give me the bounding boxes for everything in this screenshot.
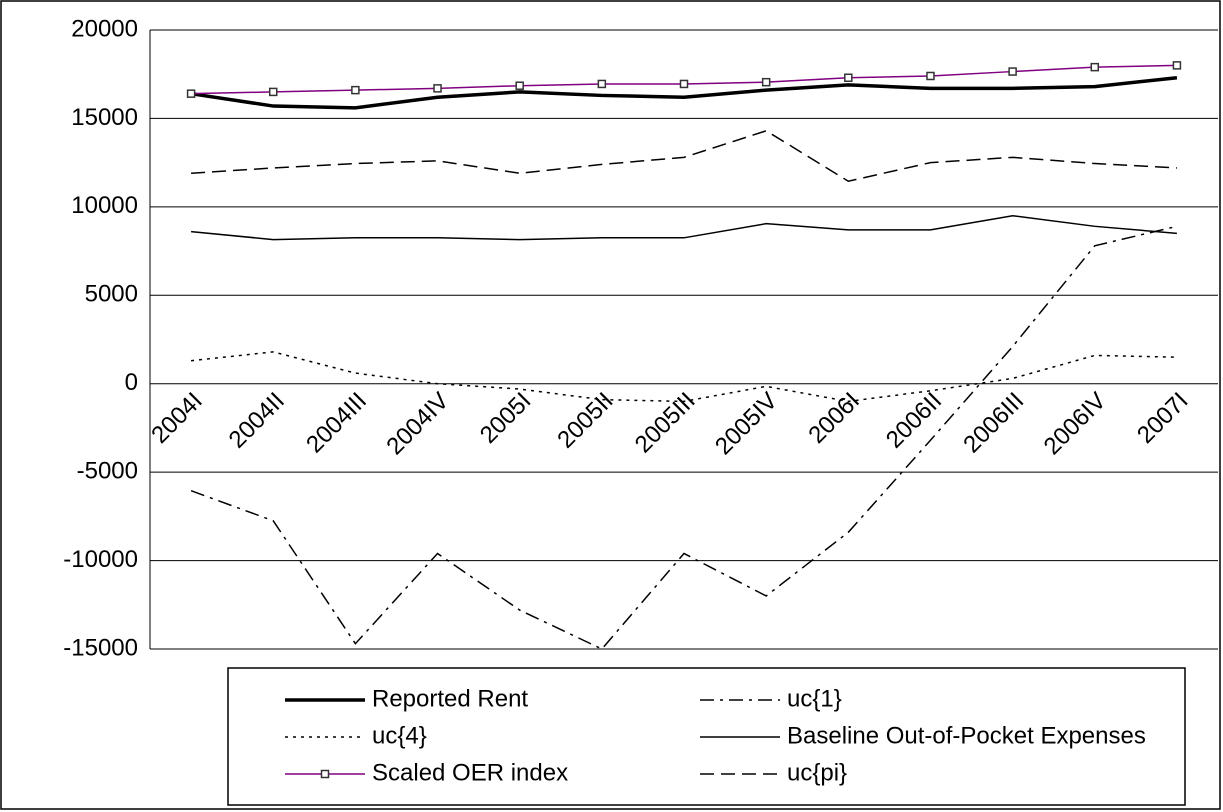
series-line <box>190 76 1178 110</box>
series-marker <box>1172 61 1182 70</box>
series-marker <box>844 73 853 83</box>
legend-label: Scaled OER index <box>372 759 568 786</box>
series-marker <box>433 84 442 93</box>
series-marker <box>186 89 196 98</box>
legend-entry: uc{pi} <box>700 759 847 786</box>
series-line <box>190 225 1178 650</box>
y-tick-label: -10000 <box>63 546 138 573</box>
legend-label: Reported Rent <box>372 685 528 712</box>
legend-entry: uc{1} <box>700 685 842 712</box>
series-marker <box>515 81 524 90</box>
y-tick-label: -15000 <box>63 634 138 661</box>
series-marker <box>1008 67 1017 76</box>
legend-label: uc{1} <box>787 685 842 712</box>
series-line <box>191 214 1177 241</box>
series-marker <box>761 77 771 87</box>
legend-label: uc{pi} <box>787 759 847 786</box>
series-marker <box>1090 62 1100 72</box>
legend-entry: Reported Rent <box>285 685 528 712</box>
series-line <box>190 351 1177 403</box>
series-marker <box>351 85 360 95</box>
series-line <box>191 129 1177 183</box>
y-tick-label: 15000 <box>71 104 138 131</box>
y-tick-label: 20000 <box>71 15 138 42</box>
legend-label: uc{4} <box>372 722 427 749</box>
y-tick-label: 10000 <box>71 192 138 219</box>
legend-entry: Scaled OER index <box>285 759 568 786</box>
legend-marker <box>320 769 330 779</box>
legend-entry: uc{4} <box>285 722 427 749</box>
series-marker <box>268 87 278 97</box>
y-tick-label: 0 <box>125 369 138 396</box>
y-tick-label: 5000 <box>85 281 138 308</box>
legend-entry: Baseline Out-of-Pocket Expenses <box>700 722 1146 749</box>
y-tick-label: -5000 <box>77 457 138 484</box>
series-marker <box>679 79 689 89</box>
series-marker <box>926 71 935 81</box>
legend-label: Baseline Out-of-Pocket Expenses <box>787 722 1146 749</box>
series-marker <box>597 79 607 89</box>
